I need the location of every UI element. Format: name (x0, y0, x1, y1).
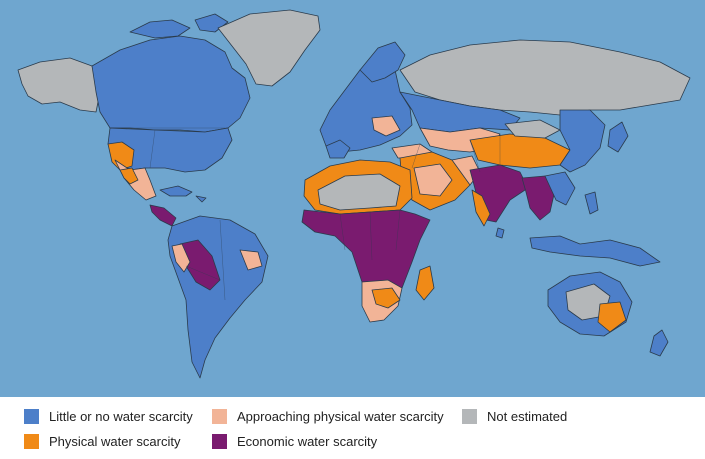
region-us-southwest (107, 141, 135, 171)
region-south-africa-physical (371, 287, 401, 309)
region-japan (607, 121, 629, 153)
region-peru-approaching (171, 243, 191, 273)
region-arabia-approaching (413, 163, 453, 197)
region-mexico-north (119, 167, 139, 185)
legend-label-not-estimated: Not estimated (487, 409, 568, 424)
region-philippines (584, 191, 599, 215)
region-andes-economic (179, 239, 221, 291)
legend-label-physical: Physical water scarcity (49, 434, 181, 449)
legend-item-little: Little or no water scarcity (24, 409, 193, 424)
legend: Little or no water scarcity Approaching … (0, 397, 705, 459)
legend-label-economic: Economic water scarcity (237, 434, 378, 449)
region-iberia (325, 139, 351, 159)
legend-swatch-little (24, 409, 39, 424)
region-alaska (17, 57, 101, 113)
legend-swatch-physical (24, 434, 39, 449)
region-indonesia (529, 235, 661, 267)
region-india-west (471, 189, 491, 227)
legend-item-economic: Economic water scarcity (212, 434, 377, 449)
legend-label-approaching: Approaching physical water scarcity (237, 409, 444, 424)
region-greenland (217, 9, 321, 87)
country-borders (110, 127, 571, 301)
region-indochina (544, 171, 576, 206)
legend-item-physical: Physical water scarcity (24, 434, 180, 449)
world-map (0, 0, 705, 397)
legend-item-approaching: Approaching physical water scarcity (212, 409, 444, 424)
region-sahara-not-estimated (317, 173, 401, 211)
legend-item-not-estimated: Not estimated (462, 409, 567, 424)
region-sri-lanka (495, 227, 505, 239)
region-madagascar (415, 265, 435, 301)
region-brazil-ne (239, 249, 263, 271)
legend-swatch-economic (212, 434, 227, 449)
region-scandinavia (359, 41, 406, 83)
region-eastern-europe-approaching (371, 115, 401, 137)
legend-swatch-not-estimated (462, 409, 477, 424)
legend-label-little: Little or no water scarcity (49, 409, 193, 424)
legend-swatch-approaching (212, 409, 227, 424)
region-australia-southeast (597, 301, 627, 333)
region-mongolia (504, 119, 561, 139)
region-caribbean (159, 185, 207, 203)
region-new-zealand (649, 329, 669, 357)
